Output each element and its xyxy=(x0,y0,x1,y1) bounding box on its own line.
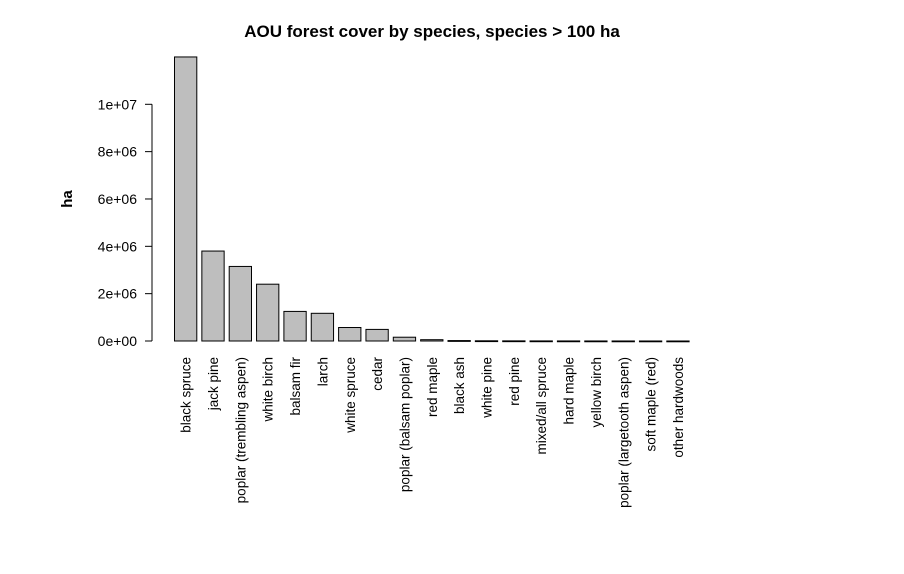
y-tick-label: 0e+00 xyxy=(98,333,138,349)
category-label: poplar (balsam poplar) xyxy=(397,357,412,492)
category-label: cedar xyxy=(370,357,385,391)
category-label: hard maple xyxy=(562,357,577,425)
y-tick-label: 6e+06 xyxy=(98,191,138,207)
category-label: black ash xyxy=(452,357,467,414)
category-label: soft maple (red) xyxy=(644,357,659,452)
category-label: black spruce xyxy=(179,357,194,433)
bar xyxy=(283,310,307,342)
y-axis-label: ha xyxy=(59,190,76,208)
bar xyxy=(392,336,417,342)
category-label: poplar (largetooth aspen) xyxy=(616,357,631,508)
bar xyxy=(611,340,635,343)
bars xyxy=(174,56,690,343)
category-label: jack pine xyxy=(206,357,221,411)
y-axis-ticks: 0e+00 2e+06 4e+06 6e+06 8e+06 1e+07 xyxy=(98,96,152,349)
bar xyxy=(502,340,526,343)
bar xyxy=(310,312,335,342)
category-labels: black spruce jack pine poplar (trembling a… xyxy=(179,356,686,507)
bar xyxy=(529,340,553,343)
bar xyxy=(584,340,608,343)
category-label: other hardwoods xyxy=(671,357,686,458)
category-label: white pine xyxy=(480,357,495,419)
bar xyxy=(474,340,499,343)
bar xyxy=(201,250,225,342)
bar xyxy=(556,340,581,343)
y-tick-label: 2e+06 xyxy=(98,286,138,302)
chart-title: AOU forest cover by species, species > 1… xyxy=(244,22,620,41)
category-label: white birch xyxy=(261,357,276,423)
y-tick-label: 4e+06 xyxy=(98,238,138,254)
category-label: balsam fir xyxy=(288,356,303,415)
category-label: mixed/all spruce xyxy=(534,357,549,455)
category-label: red maple xyxy=(425,357,440,417)
bar xyxy=(420,339,444,342)
y-tick-label: 8e+06 xyxy=(98,144,138,160)
y-tick-label: 1e+07 xyxy=(98,96,138,112)
bar xyxy=(256,283,280,342)
category-label: red pine xyxy=(507,357,522,406)
category-label: larch xyxy=(315,357,330,386)
category-label: poplar (trembling aspen) xyxy=(233,357,248,503)
bar xyxy=(365,328,389,342)
bar xyxy=(174,56,198,342)
category-label: white spruce xyxy=(343,357,358,434)
bar xyxy=(638,340,663,343)
bar xyxy=(447,340,471,342)
bar xyxy=(666,340,690,343)
category-label: yellow birch xyxy=(589,357,604,428)
bar xyxy=(338,327,362,342)
bar xyxy=(228,265,252,342)
